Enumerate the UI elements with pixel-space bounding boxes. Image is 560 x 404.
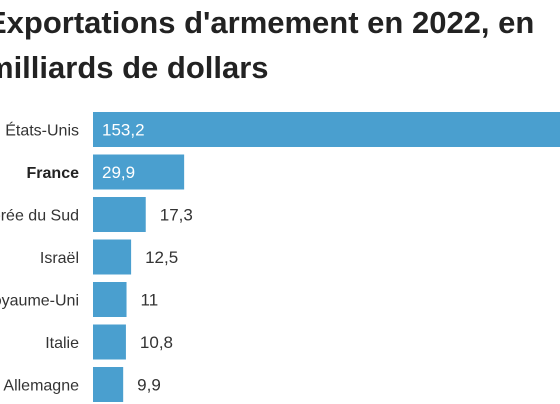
category-label-allemagne: Allemagne — [3, 378, 79, 395]
bar-allemagne — [93, 367, 124, 402]
bar-italie — [93, 324, 126, 360]
bar-france — [93, 154, 185, 190]
value-label-allemagne: 9,9 — [137, 376, 161, 395]
bar-royaume-uni — [93, 282, 127, 317]
bar-coree-du-sud — [93, 197, 146, 232]
value-label-france: 29,9 — [102, 163, 135, 182]
chart-title: Exportations d'armement en 2022, en mill… — [0, 5, 535, 85]
bar-israel — [93, 239, 132, 275]
category-label-royaume-uni: Royaume-Uni — [0, 293, 79, 310]
category-label-israel: Israël — [40, 250, 79, 267]
value-label-royaume-uni: 11 — [141, 291, 159, 310]
value-label-israel: 12,5 — [145, 248, 178, 267]
category-label-italie: Italie — [45, 335, 79, 352]
value-label-etats-unis: 153,2 — [102, 121, 145, 140]
value-label-coree-du-sud: 17,3 — [160, 206, 193, 225]
category-label-france: France — [27, 165, 80, 182]
category-label-etats-unis: États-Unis — [5, 121, 79, 140]
category-label-coree-du-sud: Corée du Sud — [0, 208, 79, 225]
bar-etats-unis — [93, 112, 560, 147]
value-label-italie: 10,8 — [140, 333, 173, 352]
